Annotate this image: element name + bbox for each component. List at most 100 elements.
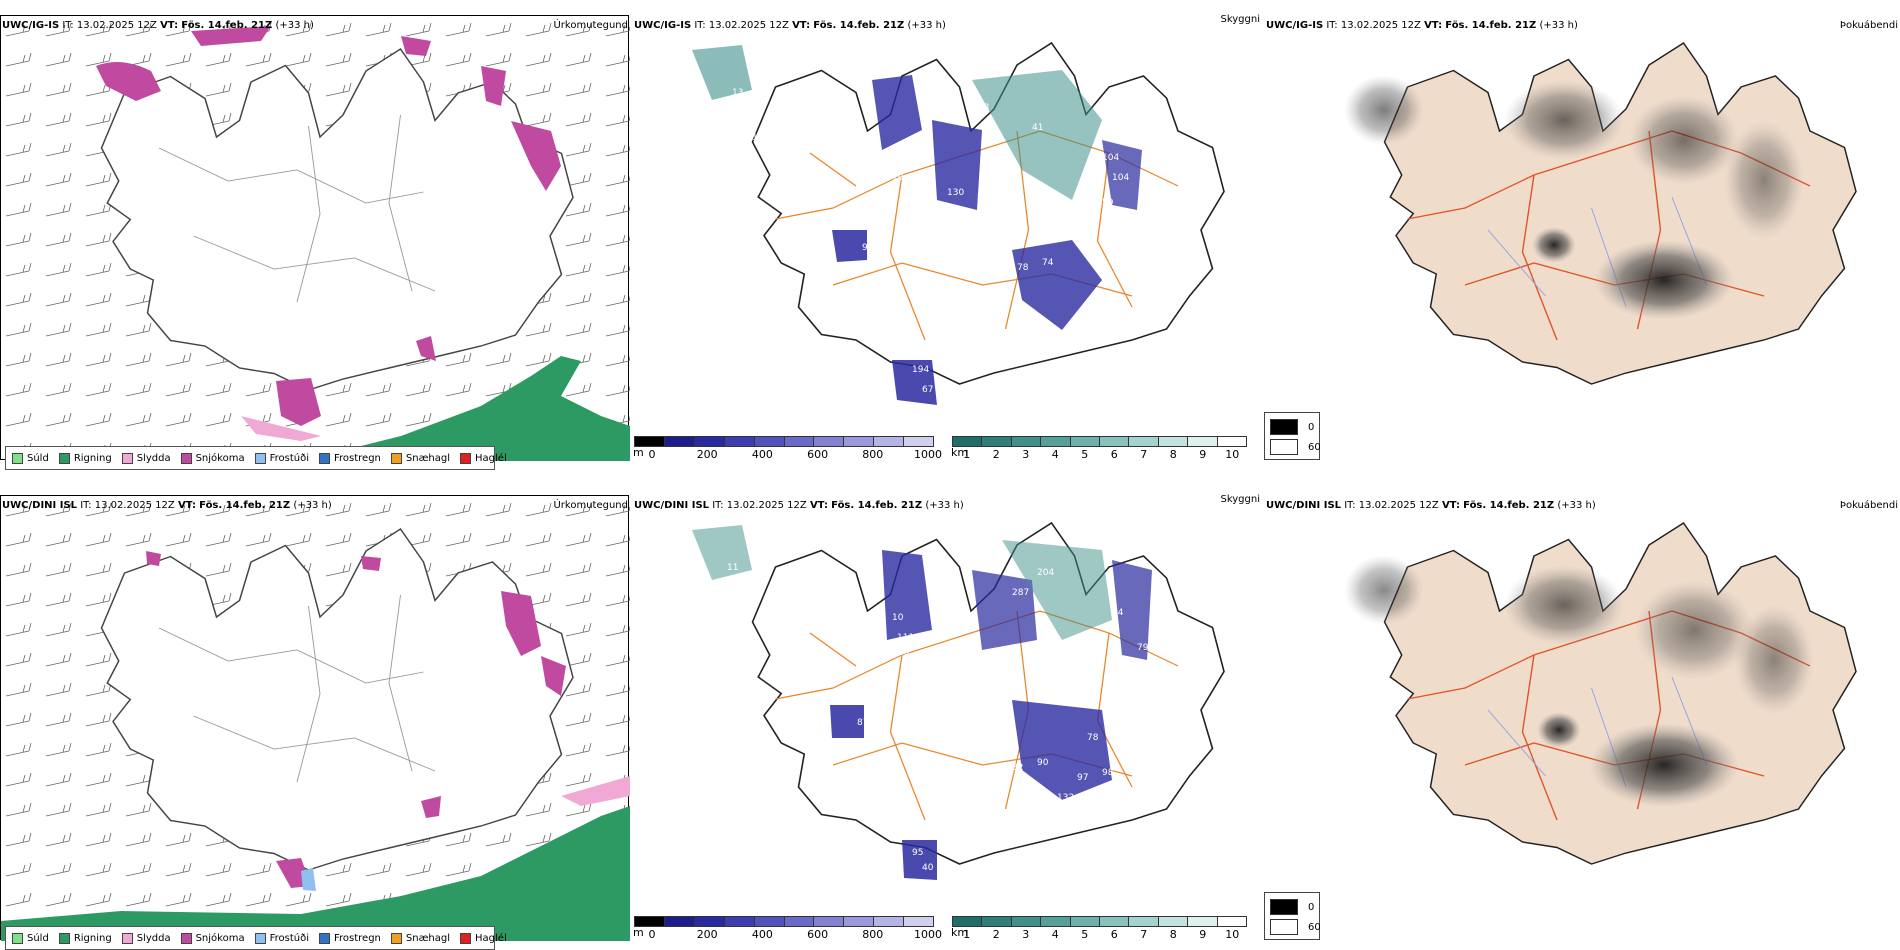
visibility-colorbar-ticks: 1 2 3 4 5 6 7 8 9 10 (952, 927, 1247, 941)
visibility-unit: km (951, 446, 969, 459)
colorbar-swatch (1129, 437, 1159, 446)
colorbar-swatch (1188, 917, 1218, 926)
it-label: IT: (712, 500, 724, 511)
visibility-value-label: 67 (922, 385, 933, 395)
precip-type-map[interactable] (1, 496, 630, 941)
legend-label: Snjókoma (195, 932, 245, 944)
legend-item: Frostregn (319, 932, 381, 944)
fog-legend: 0 60 (1264, 892, 1321, 940)
fog-index-map[interactable] (1264, 480, 1900, 950)
colorbar-swatch (784, 437, 815, 446)
colorbar-tick-label: 4 (1051, 928, 1059, 941)
visibility-value-label: 12 (942, 563, 953, 573)
colorbar-tick-label: 1000 (914, 448, 942, 461)
visibility-value-label: 10 (997, 218, 1009, 228)
legend-item: Snæhagl (390, 452, 450, 464)
fog-high-label: 0 (1308, 901, 1315, 913)
legend-label: Rigning (73, 932, 112, 944)
precip-type-legend: Súld Rigning Slydda Snjókoma Frostúði Frostre… (5, 926, 507, 950)
panel-header: UWC/DINI ISL IT: 13.02.2025 12Z VT: Fös.… (634, 500, 1262, 511)
colorbar-swatch (1070, 437, 1101, 446)
colorbar-swatch (1041, 917, 1071, 926)
colorbar-swatch (1188, 437, 1218, 446)
legend-swatch (180, 932, 192, 944)
colorbar-tick-label: 10 (1225, 928, 1240, 941)
legend-label: Súld (27, 452, 49, 464)
legend-label: Slydda (136, 452, 171, 464)
legend-swatch (12, 932, 23, 944)
vt-value: Fös. 14.feb. 21Z (1463, 500, 1555, 511)
colorbar-swatch (982, 917, 1012, 926)
colorbar-tick-label: 200 (696, 448, 718, 461)
visibility-colorbar-ticks: 1 2 3 4 5 6 7 8 9 10 (952, 447, 1247, 461)
visibility-value-label: 61 (1042, 813, 1053, 823)
colorbar-tick-label: 7 (1140, 928, 1148, 941)
panel-header: UWC/DINI ISL IT: 13.02.2025 12Z VT: Fös.… (1266, 500, 1900, 511)
visibility-value-label: 41 (1032, 123, 1043, 133)
visibility-value-label: 84 (1112, 608, 1124, 618)
precip-type-map[interactable] (1, 16, 630, 461)
model-name: UWC/DINI ISL (1266, 500, 1342, 511)
legend-item: Frostúði (254, 932, 309, 944)
colorbar-tick-label: 1 (963, 448, 971, 461)
colorbar-swatch (754, 917, 785, 926)
visibility-value-label: 87 (857, 718, 868, 728)
visibility-value-label: 90 (1002, 673, 1014, 683)
visibility-value-label: 133 (837, 638, 854, 648)
colorbar-tick-label: 2 (992, 448, 1000, 461)
colorbar-tick-label: 1 (963, 928, 971, 941)
panel-header: UWC/DINI ISL IT: 13.02.2025 12Z VT: Fös.… (2, 500, 630, 511)
colorbar-swatch (724, 437, 755, 446)
colorbar-tick-label: 2 (992, 928, 1000, 941)
vt-label: VT: (177, 500, 196, 511)
colorbar-swatch (635, 437, 665, 446)
lead-time: (+33 h) (275, 20, 314, 31)
colorbar-tick-label: 600 (807, 448, 829, 461)
visibility-value-labels: 11 97 10 111 110 133 15 12 204 287 84 79 90 94 27 9 17 87… (727, 563, 1149, 873)
lead-time: (+33 h) (293, 500, 332, 511)
colorbar-swatch (814, 437, 845, 446)
visibility-value-label: 13 (1087, 183, 1098, 193)
legend-label: Súld (27, 932, 49, 944)
vt-label: VT: (809, 500, 828, 511)
legend-label: Frostúði (269, 452, 309, 464)
elevation-colorbar-swatches (634, 916, 934, 927)
visibility-value-label: 5 (712, 143, 718, 153)
panel-title: Þokuábendi (1839, 20, 1898, 31)
legend-item: Súld (12, 932, 49, 944)
fog-low-swatch (1270, 439, 1298, 455)
it-label: IT: (694, 20, 706, 31)
colorbar-swatch (844, 437, 875, 446)
colorbar-swatch (724, 917, 755, 926)
visibility-value-label: 194 (912, 365, 929, 375)
lead-time: (+33 h) (925, 500, 964, 511)
legend-swatch (319, 452, 330, 464)
fog-index-map[interactable] (1264, 0, 1900, 470)
colorbar-tick-label: 6 (1110, 928, 1118, 941)
visibility-value-label: 10 (892, 613, 904, 623)
visibility-value-label: 79 (1137, 643, 1149, 653)
legend-item: Snæhagl (390, 932, 450, 944)
visibility-value-label: 17 (967, 693, 978, 703)
colorbar-swatch (953, 917, 983, 926)
visibility-value-label: 90 (1037, 758, 1049, 768)
colorbar-tick-label: 6 (1110, 448, 1118, 461)
colorbar-tick-label: 800 (862, 448, 884, 461)
panel-title: Þokuábendi (1839, 500, 1898, 511)
it-value: 13.02.2025 12Z (76, 20, 157, 31)
colorbar-tick-label: 200 (696, 928, 718, 941)
colorbar-tick-label: 7 (1140, 448, 1148, 461)
colorbar-tick-label: 8 (1169, 928, 1177, 941)
elevation-unit: m (633, 446, 644, 459)
visibility-value-label: 132 (1057, 793, 1074, 803)
legend-label: Frostúði (269, 932, 309, 944)
colorbar-swatch (982, 437, 1012, 446)
panel-title: Skyggni (1220, 14, 1260, 25)
colorbar-tick-label: 0 (648, 448, 656, 461)
colorbar-tick-label: 4 (1051, 448, 1059, 461)
visibility-value-label: 13 (732, 88, 743, 98)
legend-label: Haglél (475, 452, 507, 464)
visibility-value-label: 10 (752, 133, 764, 143)
